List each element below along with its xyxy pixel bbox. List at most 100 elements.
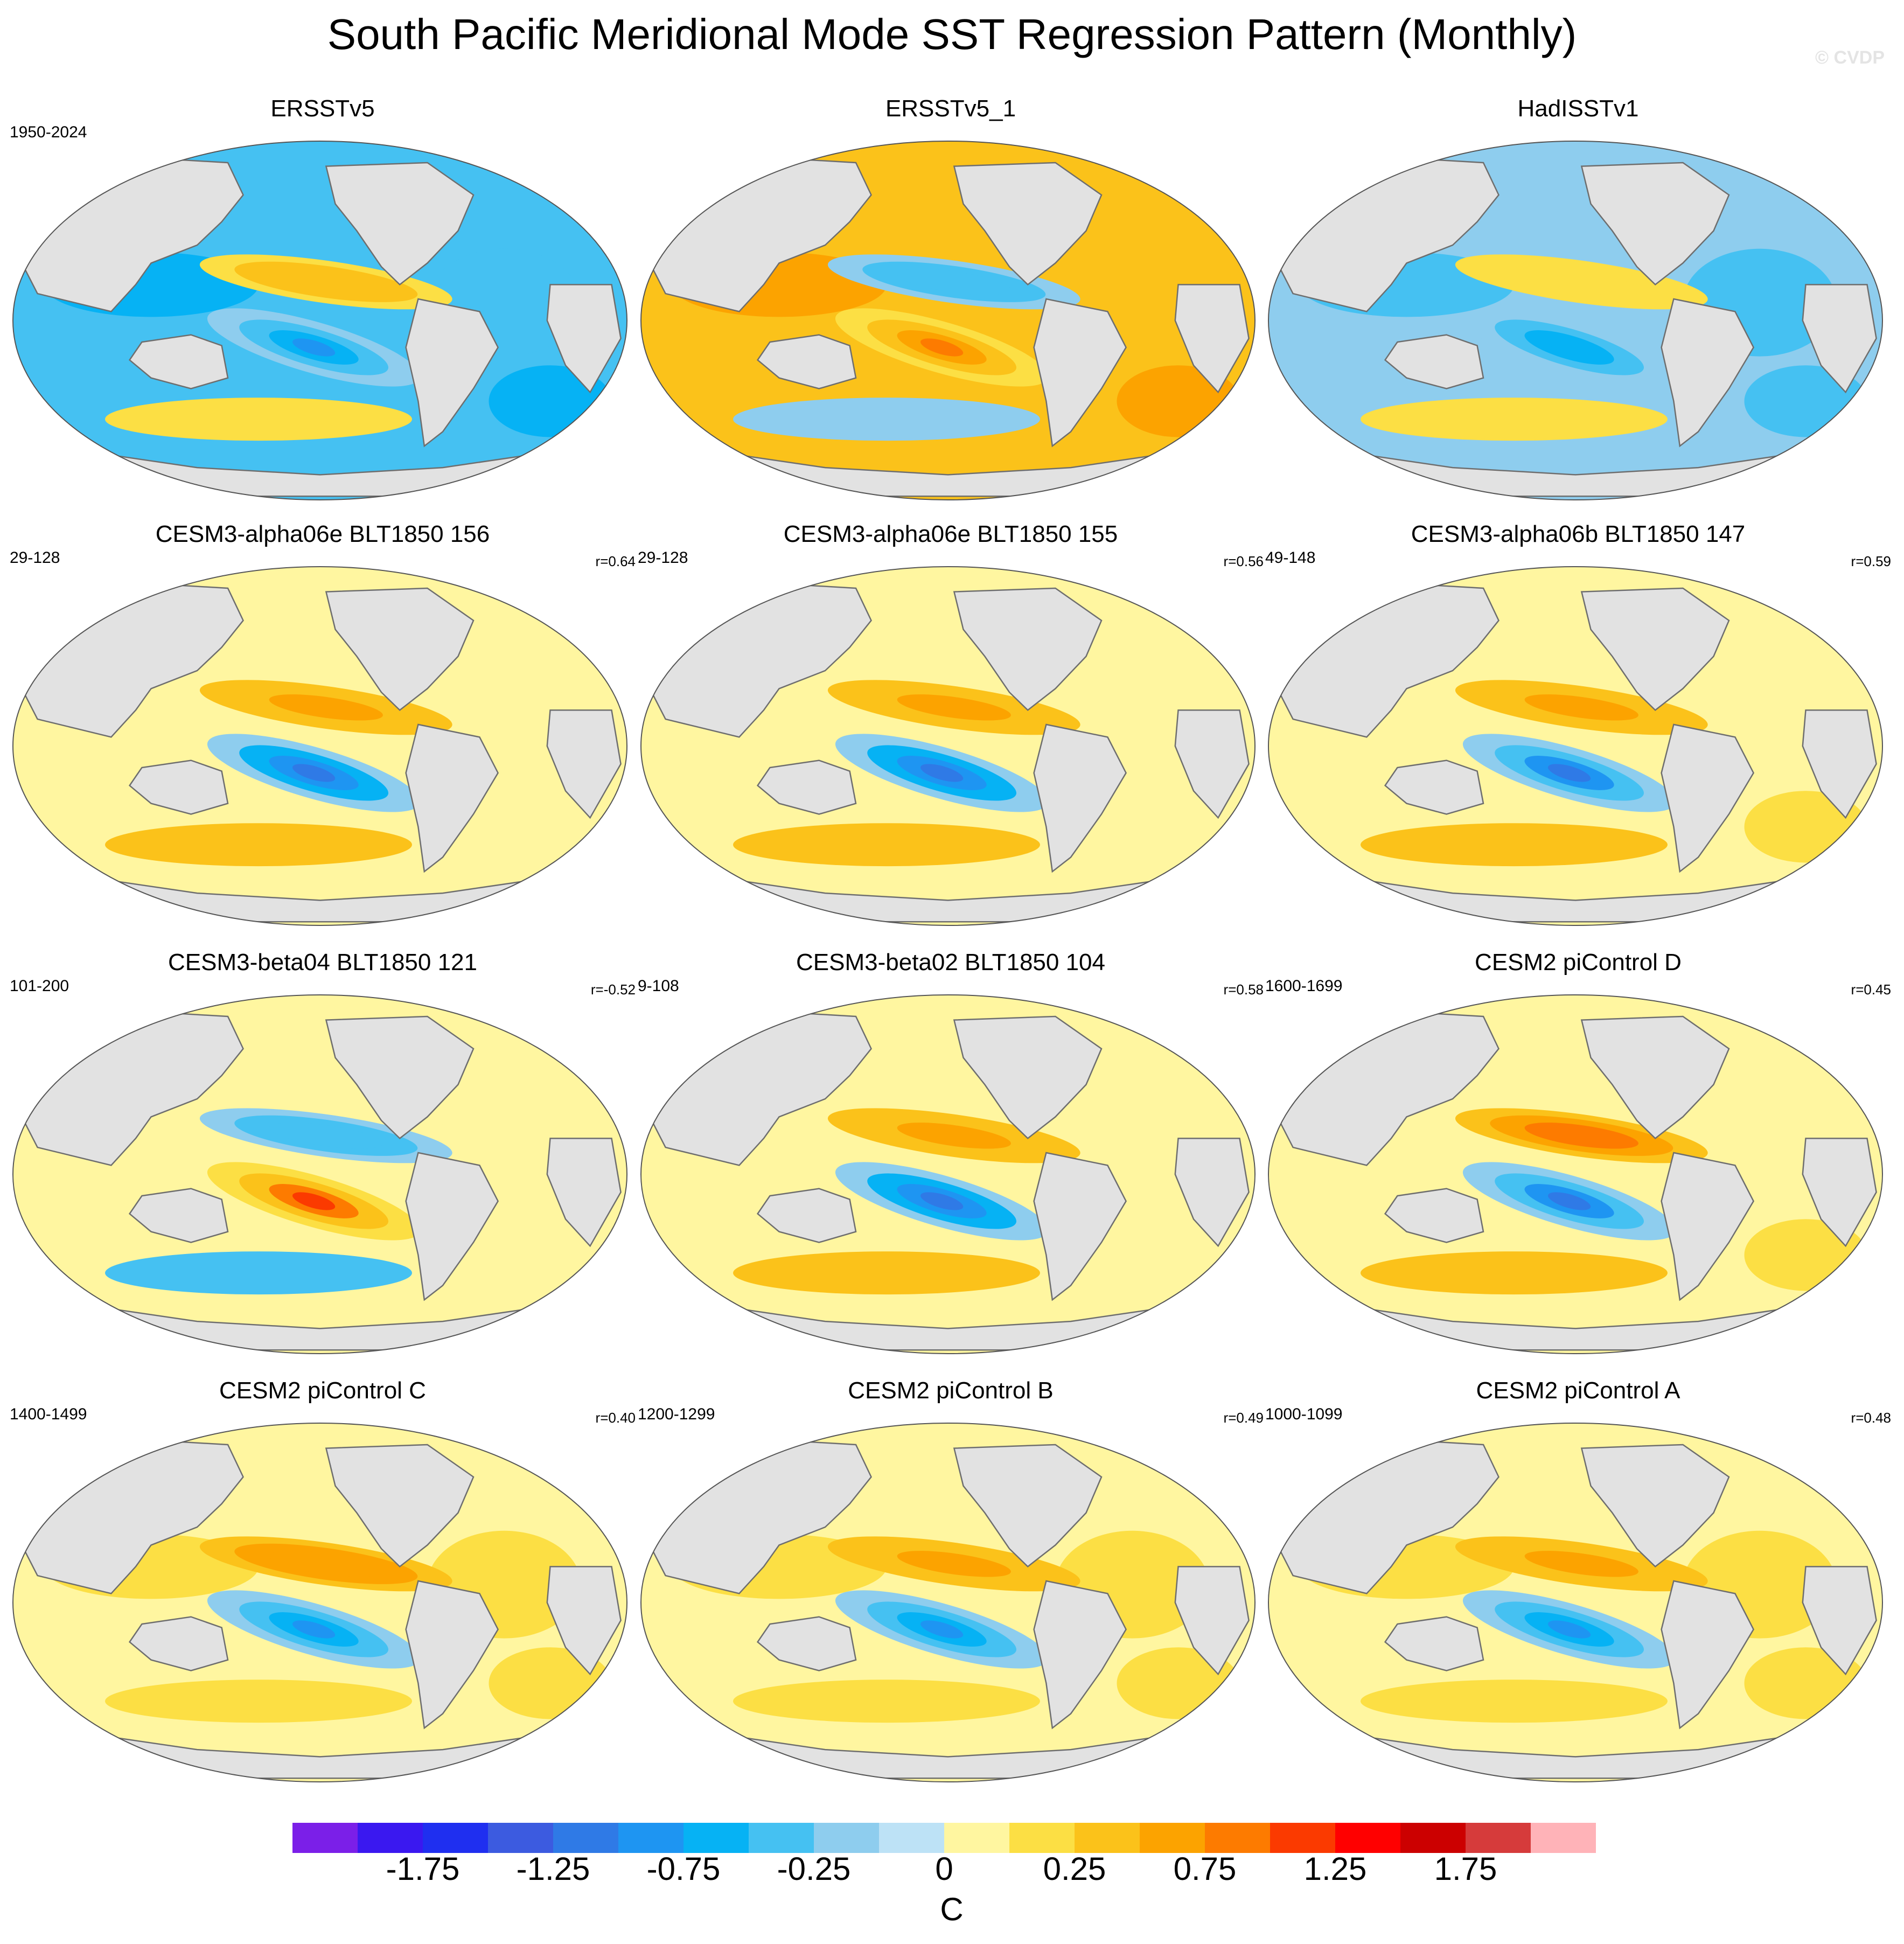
land-mass (1033, 723, 1127, 873)
land-mass (1033, 1152, 1127, 1301)
colorbar-tick-label: 0.75 (1173, 1851, 1237, 1887)
panel-correlation: r=0.49 (1223, 1410, 1264, 1426)
spmm-anomaly (920, 1620, 964, 1639)
equatorial-anomaly (1524, 1123, 1638, 1149)
sst-anomaly (105, 1251, 412, 1295)
colorbar-tick-label: -1.25 (516, 1851, 590, 1887)
land-mass (1033, 1580, 1127, 1730)
panel-correlation: r=0.59 (1851, 553, 1891, 569)
map-outline (640, 1423, 1256, 1782)
panel-title: CESM3-alpha06b BLT1850 147 (1411, 521, 1746, 547)
colorbar-tick-label: 1.75 (1434, 1851, 1497, 1887)
panel-years: 1200-1299 (638, 1405, 715, 1423)
equatorial-anomaly (1524, 694, 1638, 721)
spmm-anomaly (920, 764, 964, 782)
map-panel: CESM3-alpha06e BLT1850 156 29-128 r=0.64 (8, 520, 638, 945)
panel-title: CESM3-alpha06e BLT1850 155 (783, 521, 1118, 547)
spmm-anomaly (1547, 764, 1591, 782)
panel-title: CESM3-beta04 BLT1850 121 (168, 949, 477, 976)
land-mass (1661, 298, 1755, 448)
land-mass (1580, 587, 1730, 712)
map-outline (640, 141, 1256, 500)
map-outline (640, 566, 1256, 926)
land-mass (1661, 723, 1755, 873)
figure-title: South Pacific Meridional Mode SST Regres… (327, 10, 1577, 58)
panel-correlation: r=0.58 (1223, 981, 1264, 998)
map-outline (1268, 994, 1883, 1354)
colorbar-swatch (1205, 1823, 1270, 1853)
map-panel: CESM3-beta04 BLT1850 121 101-200 r=-0.52 (8, 948, 638, 1374)
colorbar-swatch (814, 1823, 879, 1853)
land-mass (325, 162, 475, 286)
land-mass (756, 334, 857, 389)
sst-anomaly (733, 823, 1040, 867)
colorbar-swatch (749, 1823, 814, 1853)
colorbar-swatch (1531, 1823, 1596, 1853)
map-panel: ERSSTv5 1950-2024 (8, 94, 638, 520)
colorbar-swatch (1335, 1823, 1400, 1853)
sst-map (640, 1423, 1256, 1782)
panel-title: CESM2 piControl C (219, 1377, 426, 1404)
sst-anomaly (1361, 1680, 1668, 1723)
colorbar-tick-label: -1.75 (386, 1851, 460, 1887)
land-mass (546, 709, 622, 819)
sst-anomaly (733, 1251, 1040, 1295)
colorbar-swatch (879, 1823, 944, 1853)
panel-title: ERSSTv5 (270, 95, 375, 122)
sst-anomaly (105, 823, 412, 867)
land-mass (756, 1188, 857, 1243)
equatorial-anomaly (1524, 269, 1638, 295)
sst-map (1268, 566, 1883, 926)
equatorial-anomaly (269, 269, 383, 295)
land-mass (546, 1138, 622, 1248)
map-panel: CESM2 piControl C 1400-1499 r=0.40 (8, 1376, 638, 1802)
sst-map (1268, 1423, 1883, 1782)
land-mass (325, 587, 475, 712)
colorbar-swatch (944, 1823, 1009, 1853)
panel-title: CESM3-alpha06e BLT1850 156 (155, 521, 490, 547)
sst-map (12, 566, 627, 926)
spmm-anomaly (920, 338, 964, 357)
sst-anomaly (1361, 823, 1668, 867)
land-mass (1580, 162, 1730, 286)
panel-correlation: r=0.45 (1851, 981, 1891, 998)
map-outline (12, 994, 627, 1354)
land-mass (1802, 709, 1877, 819)
map-panel: CESM3-alpha06e BLT1850 155 29-128 r=0.56 (636, 520, 1266, 945)
panel-title: HadISSTv1 (1517, 95, 1639, 122)
spmm-anomaly (1547, 338, 1591, 357)
sst-map (12, 1423, 627, 1782)
panel-correlation: r=0.56 (1223, 553, 1264, 569)
sst-map (640, 566, 1256, 926)
map-outline (1268, 141, 1883, 500)
land-mass (546, 1566, 622, 1676)
land-mass (405, 1580, 499, 1730)
land-mass (405, 1152, 499, 1301)
equatorial-anomaly (269, 694, 383, 721)
spmm-anomaly (292, 338, 336, 357)
land-mass (405, 298, 499, 448)
colorbar-swatch (684, 1823, 749, 1853)
land-mass (1384, 760, 1484, 815)
panel-correlation: r=-0.52 (590, 981, 636, 998)
panel-years: 101-200 (10, 977, 69, 995)
land-mass (953, 162, 1103, 286)
colorbar-tick-label: -0.75 (646, 1851, 721, 1887)
panel-title: CESM2 piControl D (1475, 949, 1682, 976)
spmm-anomaly (292, 1620, 336, 1639)
land-mass (1174, 1566, 1250, 1676)
land-mass (128, 760, 229, 815)
sst-map (1268, 141, 1883, 500)
land-mass (405, 723, 499, 873)
spmm-anomaly (920, 1192, 964, 1210)
spmm-anomaly (292, 764, 336, 782)
colorbar-tick-label: 0 (935, 1851, 953, 1887)
land-mass (128, 334, 229, 389)
map-panel: CESM2 piControl A 1000-1099 r=0.48 (1263, 1376, 1893, 1802)
colorbar-swatch (553, 1823, 618, 1853)
panel-years: 29-128 (638, 549, 688, 567)
colorbar-swatch (1075, 1823, 1140, 1853)
spmm-anomaly (1547, 1192, 1591, 1210)
colorbar-unit: C (940, 1891, 964, 1927)
land-mass (1661, 1580, 1755, 1730)
